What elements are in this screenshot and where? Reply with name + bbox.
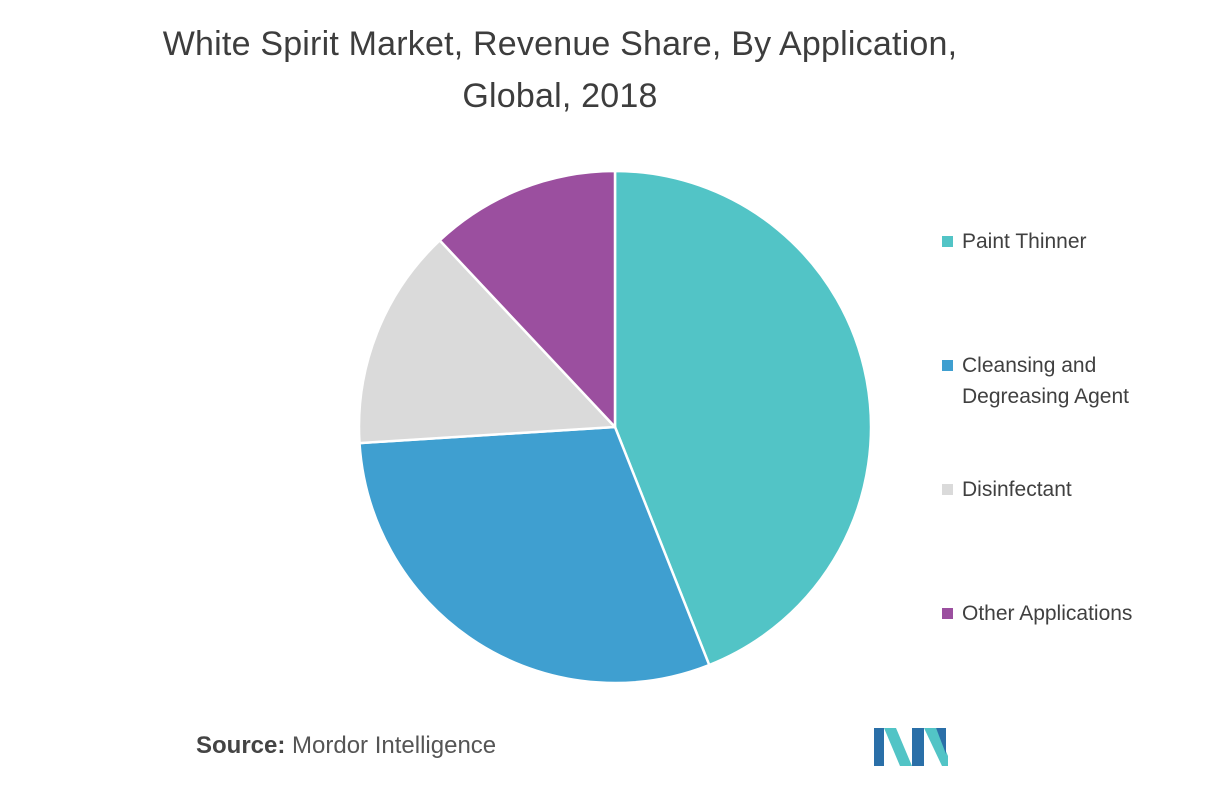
legend-swatch-cleansing-degreasing [942, 360, 953, 371]
source-label: Source: [196, 732, 286, 759]
legend-item-cleansing-degreasing: Cleansing and Degreasing Agent [942, 350, 1129, 412]
legend-label-cleansing-degreasing: Cleansing and Degreasing Agent [962, 354, 1129, 408]
legend-item-other-applications: Other Applications [942, 598, 1132, 629]
legend-item-disinfectant: Disinfectant [942, 474, 1072, 505]
legend-label-other-applications: Other Applications [962, 602, 1133, 625]
mordor-intelligence-logo-icon [874, 728, 948, 766]
chart-title: White Spirit Market, Revenue Share, By A… [60, 18, 1060, 122]
legend-item-paint-thinner: Paint Thinner [942, 226, 1087, 257]
legend-label-paint-thinner: Paint Thinner [962, 230, 1087, 253]
source-text: Mordor Intelligence [292, 732, 497, 759]
legend-swatch-disinfectant [942, 484, 953, 495]
pie-slice-disinfectant [357, 239, 617, 445]
source-note: Source: Mordor Intelligence [196, 732, 496, 760]
pie-slice-paint-thinner [613, 169, 873, 667]
legend-label-disinfectant: Disinfectant [962, 478, 1072, 501]
legend-swatch-paint-thinner [942, 236, 953, 247]
pie-slice-cleansing-and-degreasing-agent [358, 425, 711, 685]
legend-swatch-other-applications [942, 608, 953, 619]
chart-title-line-1: White Spirit Market, Revenue Share, By A… [162, 25, 958, 63]
pie-slice-other-applications [438, 169, 617, 429]
chart-title-line-2: Global, 2018 [462, 77, 658, 115]
